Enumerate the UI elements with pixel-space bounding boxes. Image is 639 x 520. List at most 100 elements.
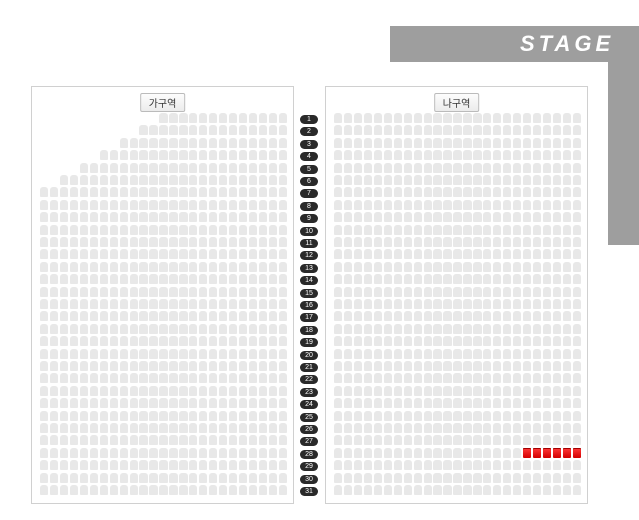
seat[interactable] bbox=[139, 299, 147, 309]
seat[interactable] bbox=[219, 113, 227, 123]
seat[interactable] bbox=[179, 175, 187, 185]
seat[interactable] bbox=[249, 386, 257, 396]
seat[interactable] bbox=[229, 249, 237, 259]
seat[interactable] bbox=[209, 249, 217, 259]
seat[interactable] bbox=[414, 237, 422, 247]
seat[interactable] bbox=[80, 336, 88, 346]
seat[interactable] bbox=[100, 274, 108, 284]
seat[interactable] bbox=[169, 311, 177, 321]
seat[interactable] bbox=[209, 212, 217, 222]
seat[interactable] bbox=[573, 336, 581, 346]
seat[interactable] bbox=[80, 237, 88, 247]
seat[interactable] bbox=[344, 225, 352, 235]
seat[interactable] bbox=[149, 448, 157, 458]
seat[interactable] bbox=[40, 473, 48, 483]
seat[interactable] bbox=[354, 113, 362, 123]
seat[interactable] bbox=[533, 485, 541, 495]
seat[interactable] bbox=[424, 435, 432, 445]
seat[interactable] bbox=[139, 212, 147, 222]
seat[interactable] bbox=[453, 187, 461, 197]
seat[interactable] bbox=[404, 435, 412, 445]
seat[interactable] bbox=[443, 349, 451, 359]
seat[interactable] bbox=[513, 225, 521, 235]
seat[interactable] bbox=[364, 187, 372, 197]
seat[interactable] bbox=[364, 175, 372, 185]
seat[interactable] bbox=[334, 175, 342, 185]
seat[interactable] bbox=[543, 274, 551, 284]
seat[interactable] bbox=[159, 361, 167, 371]
seat[interactable] bbox=[249, 225, 257, 235]
seat[interactable] bbox=[344, 473, 352, 483]
seat[interactable] bbox=[433, 311, 441, 321]
seat[interactable] bbox=[169, 200, 177, 210]
seat[interactable] bbox=[219, 200, 227, 210]
seat[interactable] bbox=[179, 237, 187, 247]
seat[interactable] bbox=[239, 187, 247, 197]
seat[interactable] bbox=[344, 336, 352, 346]
seat[interactable] bbox=[189, 361, 197, 371]
seat[interactable] bbox=[394, 262, 402, 272]
seat[interactable] bbox=[563, 262, 571, 272]
seat[interactable] bbox=[80, 448, 88, 458]
seat[interactable] bbox=[404, 485, 412, 495]
seat[interactable] bbox=[424, 113, 432, 123]
seat[interactable] bbox=[80, 163, 88, 173]
seat[interactable] bbox=[473, 373, 481, 383]
seat[interactable] bbox=[110, 150, 118, 160]
seat[interactable] bbox=[269, 274, 277, 284]
seat[interactable] bbox=[219, 150, 227, 160]
seat[interactable] bbox=[169, 299, 177, 309]
seat[interactable] bbox=[249, 287, 257, 297]
seat[interactable] bbox=[394, 150, 402, 160]
seat[interactable] bbox=[169, 361, 177, 371]
seat[interactable] bbox=[463, 398, 471, 408]
seat[interactable] bbox=[120, 311, 128, 321]
seat[interactable] bbox=[269, 398, 277, 408]
seat[interactable] bbox=[344, 249, 352, 259]
seat[interactable] bbox=[179, 485, 187, 495]
seat[interactable] bbox=[443, 163, 451, 173]
seat[interactable] bbox=[344, 163, 352, 173]
seat[interactable] bbox=[239, 411, 247, 421]
seat[interactable] bbox=[443, 287, 451, 297]
seat[interactable] bbox=[523, 175, 531, 185]
seat[interactable] bbox=[149, 473, 157, 483]
seat[interactable] bbox=[523, 448, 531, 458]
seat[interactable] bbox=[80, 411, 88, 421]
seat[interactable] bbox=[523, 386, 531, 396]
seat[interactable] bbox=[364, 361, 372, 371]
seat[interactable] bbox=[269, 150, 277, 160]
seat[interactable] bbox=[394, 473, 402, 483]
seat[interactable] bbox=[503, 163, 511, 173]
seat[interactable] bbox=[80, 200, 88, 210]
seat[interactable] bbox=[159, 274, 167, 284]
seat[interactable] bbox=[209, 299, 217, 309]
seat[interactable] bbox=[279, 311, 287, 321]
seat[interactable] bbox=[473, 187, 481, 197]
seat[interactable] bbox=[473, 175, 481, 185]
seat[interactable] bbox=[493, 361, 501, 371]
seat[interactable] bbox=[189, 163, 197, 173]
seat[interactable] bbox=[463, 212, 471, 222]
seat[interactable] bbox=[70, 373, 78, 383]
seat[interactable] bbox=[553, 249, 561, 259]
seat[interactable] bbox=[384, 187, 392, 197]
seat[interactable] bbox=[90, 187, 98, 197]
seat[interactable] bbox=[60, 423, 68, 433]
seat[interactable] bbox=[384, 485, 392, 495]
seat[interactable] bbox=[249, 349, 257, 359]
seat[interactable] bbox=[563, 113, 571, 123]
seat[interactable] bbox=[100, 175, 108, 185]
seat[interactable] bbox=[533, 187, 541, 197]
seat[interactable] bbox=[334, 125, 342, 135]
seat[interactable] bbox=[463, 163, 471, 173]
seat[interactable] bbox=[110, 473, 118, 483]
seat[interactable] bbox=[404, 125, 412, 135]
seat[interactable] bbox=[473, 423, 481, 433]
seat[interactable] bbox=[50, 287, 58, 297]
seat[interactable] bbox=[354, 398, 362, 408]
seat[interactable] bbox=[269, 212, 277, 222]
seat[interactable] bbox=[573, 460, 581, 470]
seat[interactable] bbox=[149, 249, 157, 259]
seat[interactable] bbox=[159, 150, 167, 160]
